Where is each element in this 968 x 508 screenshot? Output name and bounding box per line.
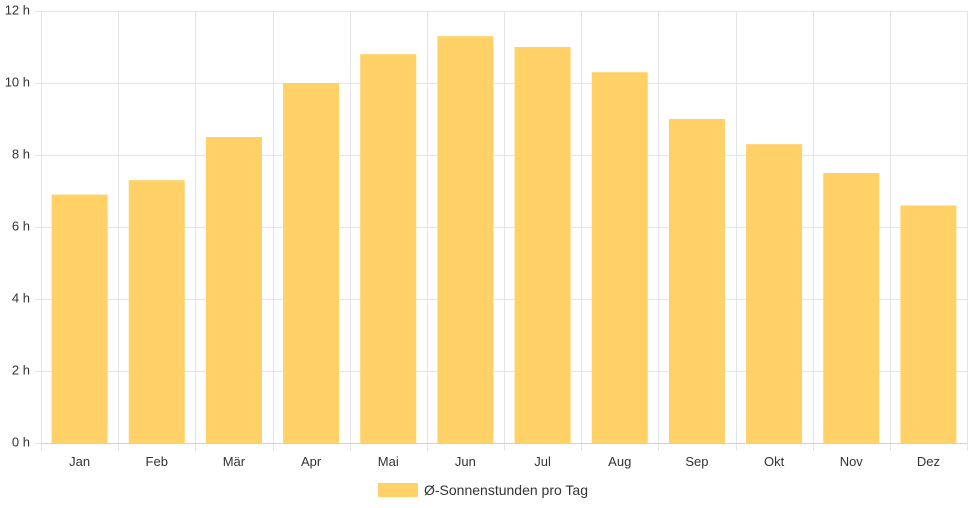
bar-mai[interactable]	[360, 54, 417, 443]
x-tick-label: Jul	[534, 454, 551, 469]
x-tick-label: Aug	[608, 454, 631, 469]
bar-okt[interactable]	[746, 144, 803, 443]
chart-bars	[51, 36, 957, 443]
bar-sep[interactable]	[668, 119, 725, 443]
y-axis-ticks: 0 h 2 h 4 h 6 h 8 h 10 h 12 h	[5, 2, 30, 449]
chart-legend[interactable]: Ø-Sonnenstunden pro Tag	[378, 482, 588, 498]
bar-jun[interactable]	[437, 36, 494, 443]
x-tick-label: Apr	[301, 454, 322, 469]
bar-feb[interactable]	[128, 180, 185, 443]
legend-swatch[interactable]	[378, 483, 418, 497]
x-tick-label: Feb	[146, 454, 168, 469]
y-tick-label: 12 h	[5, 2, 30, 17]
y-tick-label: 4 h	[12, 290, 30, 305]
bar-jul[interactable]	[514, 47, 571, 443]
x-tick-label: Jun	[455, 454, 476, 469]
x-tick-label: Nov	[840, 454, 864, 469]
chart-grid	[35, 11, 968, 451]
bar-mär[interactable]	[205, 137, 262, 443]
x-tick-label: Dez	[917, 454, 940, 469]
bar-apr[interactable]	[283, 83, 340, 443]
y-tick-label: 10 h	[5, 74, 30, 89]
bar-aug[interactable]	[591, 72, 648, 443]
x-tick-label: Sep	[685, 454, 708, 469]
bar-nov[interactable]	[823, 173, 880, 443]
x-tick-label: Mär	[223, 454, 246, 469]
y-tick-label: 0 h	[12, 434, 30, 449]
x-tick-label: Okt	[764, 454, 785, 469]
bar-jan[interactable]	[51, 194, 108, 443]
x-tick-label: Jan	[69, 454, 90, 469]
y-tick-label: 8 h	[12, 146, 30, 161]
y-tick-label: 6 h	[12, 218, 30, 233]
x-axis-ticks: Jan Feb Mär Apr Mai Jun Jul Aug Sep Okt Nov Dez	[69, 454, 940, 469]
bar-dez[interactable]	[900, 205, 957, 443]
x-tick-label: Mai	[378, 454, 399, 469]
legend-label[interactable]: Ø-Sonnenstunden pro Tag	[424, 482, 588, 498]
y-tick-label: 2 h	[12, 362, 30, 377]
